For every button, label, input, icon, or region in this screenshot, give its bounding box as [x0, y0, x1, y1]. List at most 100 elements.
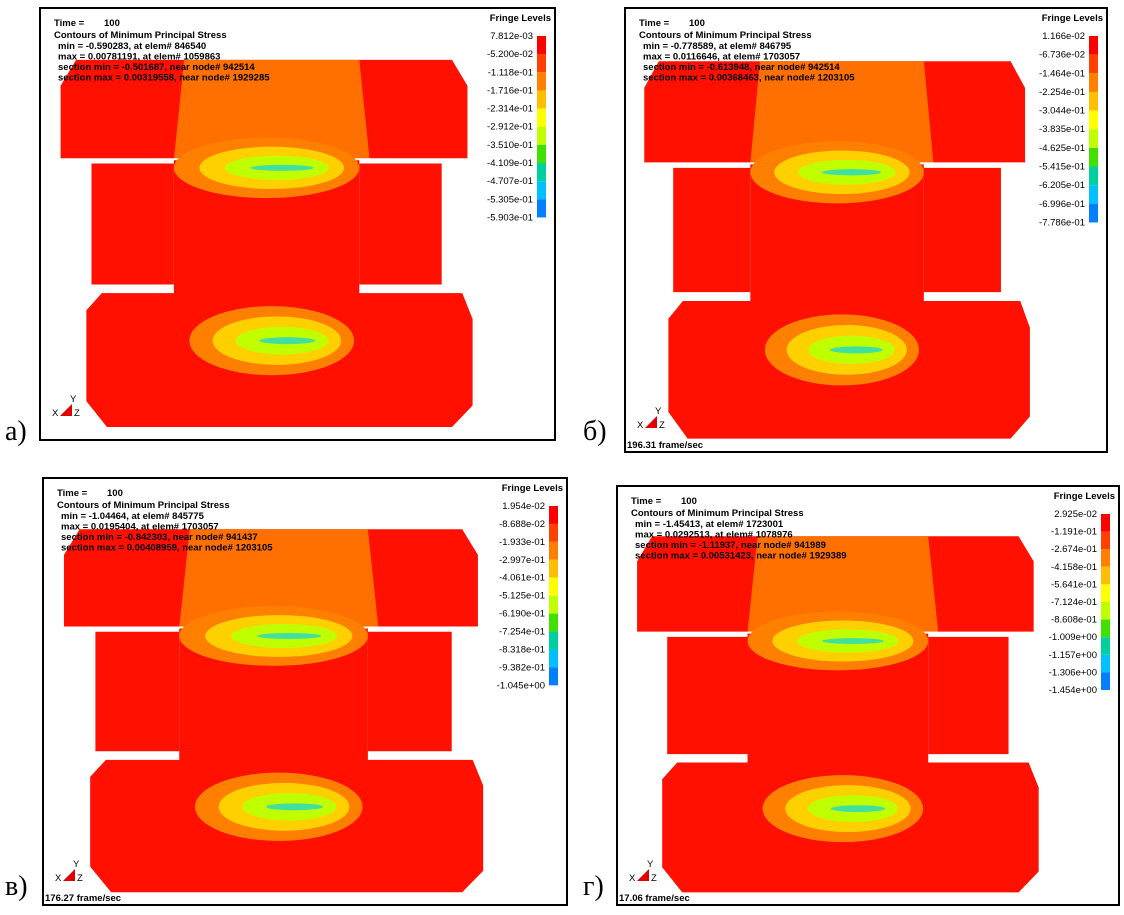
colorbar-segment — [537, 54, 546, 72]
level-label: -5.903e-01 — [487, 212, 533, 223]
level-label: -1.464e-01 — [1039, 68, 1085, 79]
colorbar-segment — [1089, 73, 1098, 92]
level-label: -3.835e-01 — [1039, 124, 1085, 135]
stress-zone — [251, 165, 314, 171]
stat-line: section max = 0.00368463, near node# 120… — [643, 73, 855, 84]
level-label: 7.812e-03 — [490, 31, 533, 42]
triad-label: Z — [659, 420, 665, 431]
frame-rate: 196.31 frame/sec — [627, 440, 703, 451]
level-label: -1.009e+00 — [1049, 632, 1097, 643]
colorbar-segment — [537, 163, 546, 181]
stat-line: section min = -0.613948, near node# 9425… — [643, 62, 840, 73]
stat-line: section max = 0.00408959, near node# 120… — [61, 543, 273, 554]
level-label: -2.314e-01 — [487, 104, 533, 115]
side-block — [92, 164, 174, 285]
panel-label: в) — [5, 871, 28, 902]
level-label: -7.254e-01 — [499, 627, 545, 638]
plot-title: Contours of Minimum Principal Stress — [631, 508, 804, 519]
colorbar-segment — [1101, 602, 1110, 620]
triad-label: Z — [74, 408, 80, 419]
level-label: -7.786e-01 — [1039, 217, 1085, 228]
colorbar-segment — [549, 632, 558, 650]
colorbar-segment — [549, 524, 558, 542]
stat-line: min = -1.04464, at elem# 845775 — [61, 511, 205, 522]
colorbar-segment — [537, 36, 546, 54]
time-label: Time = — [57, 488, 88, 499]
colorbar-segment — [549, 542, 558, 560]
stat-line: min = -0.590283, at elem# 846540 — [58, 41, 206, 52]
level-label: -6.736e-02 — [1039, 50, 1085, 61]
colorbar-segment — [549, 560, 558, 578]
colorbar-segment — [1101, 549, 1110, 567]
stat-line: max = 0.0195404, at elem# 1703057 — [61, 522, 219, 533]
level-label: -8.608e-01 — [1051, 615, 1097, 626]
time-value: 100 — [104, 18, 120, 29]
level-label: -1.933e-01 — [499, 537, 545, 548]
triad-label: Z — [77, 873, 83, 884]
legend-title: Fringe Levels — [1042, 13, 1103, 24]
stat-line: section min = -0.842303, near node# 9414… — [61, 532, 258, 543]
colorbar-segment — [537, 199, 546, 217]
colorbar-segment — [1089, 129, 1098, 148]
stress-zone — [257, 633, 321, 639]
side-block — [928, 637, 1008, 754]
level-label: -4.625e-01 — [1039, 143, 1085, 154]
time-label: Time = — [631, 496, 662, 507]
side-block — [924, 168, 1001, 292]
plot-title: Contours of Minimum Principal Stress — [54, 30, 227, 41]
level-label: 2.925e-02 — [1054, 509, 1097, 520]
triad-label: Y — [647, 859, 654, 870]
level-label: -5.305e-01 — [487, 194, 533, 205]
colorbar-segment — [549, 614, 558, 632]
stat-line: max = 0.0116646, at elem# 1703057 — [643, 52, 800, 63]
level-label: -6.205e-01 — [1039, 180, 1085, 191]
level-label: -2.674e-01 — [1051, 544, 1097, 555]
level-label: -7.124e-01 — [1051, 597, 1097, 608]
colorbar-segment — [537, 90, 546, 108]
colorbar-segment — [549, 578, 558, 596]
colorbar-segment — [1089, 204, 1098, 223]
triad-label: X — [637, 420, 644, 431]
stat-line: max = 0.00781191, at elem# 1059863 — [58, 52, 220, 63]
level-label: -5.125e-01 — [499, 591, 545, 602]
stat-line: section max = 0.00319558, near node# 192… — [58, 73, 270, 84]
colorbar-segment — [537, 181, 546, 199]
stress-zone — [822, 169, 881, 175]
level-label: -4.707e-01 — [487, 176, 533, 187]
level-label: -9.382e-01 — [499, 662, 545, 673]
page: {"panels": [ {"label": "а)", "time_label… — [0, 0, 1124, 915]
stat-line: section min = -0.501687, near node# 9425… — [58, 62, 255, 73]
triad-label: Z — [651, 873, 657, 884]
side-block — [95, 632, 179, 752]
level-label: -1.716e-01 — [487, 85, 533, 96]
level-label: 1.166e-02 — [1042, 31, 1085, 42]
colorbar-segment — [1101, 514, 1110, 532]
level-label: -3.510e-01 — [487, 140, 533, 151]
colorbar-segment — [549, 649, 558, 667]
level-label: -1.045e+00 — [497, 680, 545, 691]
colorbar-segment — [1101, 672, 1110, 690]
legend-title: Fringe Levels — [1054, 491, 1115, 502]
colorbar-segment — [1101, 620, 1110, 638]
time-value: 100 — [689, 18, 705, 29]
stress-zone — [830, 346, 882, 353]
panel: Time =100Contours of Minimum Principal S… — [625, 8, 1107, 452]
triad-label: Y — [70, 394, 77, 405]
level-label: -6.190e-01 — [499, 609, 545, 620]
colorbar-segment — [1089, 92, 1098, 111]
level-label: -8.688e-02 — [499, 519, 545, 530]
time-value: 100 — [681, 496, 697, 507]
colorbar-segment — [537, 109, 546, 127]
level-label: -4.158e-01 — [1051, 562, 1097, 573]
level-label: 1.954e-02 — [502, 501, 545, 512]
colorbar-segment — [537, 127, 546, 145]
legend-title: Fringe Levels — [502, 483, 563, 494]
colorbar-segment — [537, 72, 546, 90]
stat-line: min = -1.45413, at elem# 1723001 — [635, 519, 784, 530]
colorbar-segment — [549, 667, 558, 685]
colorbar-segment — [1089, 36, 1098, 55]
level-label: -2.912e-01 — [487, 122, 533, 133]
colorbar-segment — [1101, 532, 1110, 550]
